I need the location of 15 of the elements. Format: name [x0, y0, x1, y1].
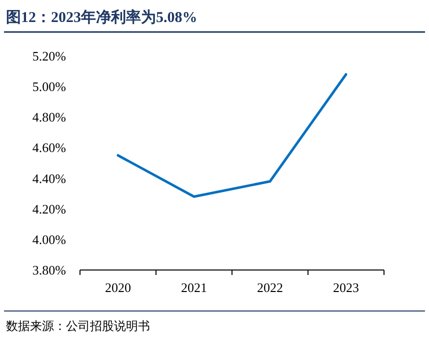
source-note: 数据来源：公司招股说明书 [6, 319, 150, 333]
y-tick-label: 4.00% [32, 232, 66, 247]
y-tick-label: 5.20% [32, 48, 66, 64]
line-series [116, 73, 348, 198]
chart-title: 图12：2023年净利率为5.08% [6, 8, 198, 26]
x-tick-label: 2020 [105, 280, 131, 295]
y-tick-label: 4.20% [32, 201, 66, 216]
y-tick-label: 4.80% [32, 110, 66, 125]
y-tick-label: 4.40% [32, 170, 66, 186]
y-tick-label: 5.00% [32, 79, 66, 94]
x-tick-label: 2021 [181, 280, 207, 295]
y-tick-label: 4.60% [32, 140, 66, 156]
x-tick-label: 2023 [333, 280, 359, 295]
x-tick-label: 2022 [257, 280, 283, 295]
y-tick-label: 3.80% [32, 262, 66, 278]
